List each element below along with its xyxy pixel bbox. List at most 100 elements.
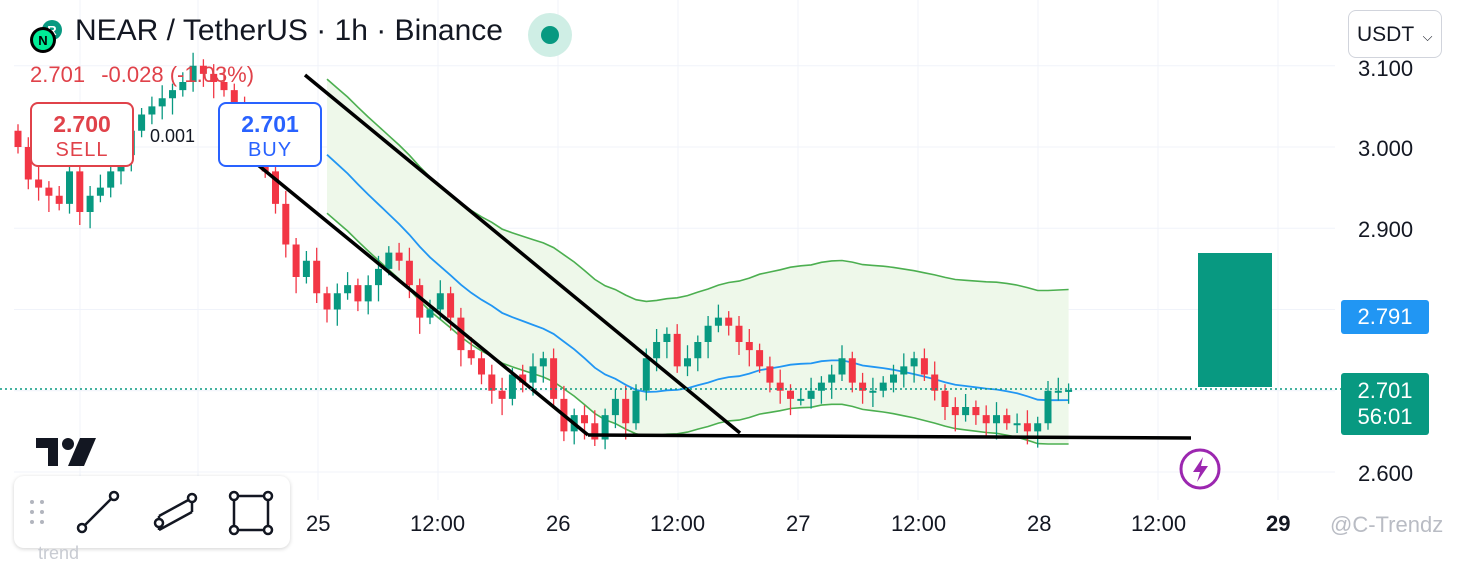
candle-body: [107, 171, 115, 188]
candle: [1044, 381, 1052, 430]
candle-body: [962, 407, 970, 416]
candle: [807, 377, 815, 409]
candle-body: [725, 317, 733, 326]
candle: [756, 343, 764, 373]
price-axis-label: 3.000: [1358, 136, 1414, 161]
candle-body: [1023, 423, 1031, 432]
candle: [962, 394, 970, 422]
last-price: 2.701: [30, 62, 86, 87]
sell-label: SELL: [55, 139, 109, 161]
candle: [931, 361, 939, 401]
candle: [488, 364, 496, 404]
candle-body: [436, 293, 444, 310]
candle-body: [35, 179, 43, 188]
candle: [539, 351, 547, 383]
candle-body: [714, 317, 722, 326]
candle: [148, 96, 156, 125]
trendline-tool-icon[interactable]: [76, 490, 120, 534]
candle-body: [282, 203, 290, 245]
price-axis-label: 2.600: [1358, 461, 1414, 486]
candle: [776, 369, 784, 404]
candle-body: [591, 423, 599, 440]
candle: [684, 345, 691, 377]
symbol-title[interactable]: NEAR / TetherUS · 1h · Binance: [75, 14, 503, 47]
candle-body: [45, 187, 53, 196]
candle-body: [642, 358, 650, 391]
last-price-tag-value: 2.701: [1357, 378, 1413, 403]
candle: [941, 384, 949, 420]
candle-body: [653, 342, 661, 359]
candle-body: [611, 398, 619, 416]
currency-value: USDT: [1357, 23, 1414, 46]
candle-body: [776, 382, 784, 391]
candle: [869, 377, 877, 407]
candle-body: [684, 358, 691, 367]
candle: [591, 410, 599, 446]
flash-icon[interactable]: [1179, 448, 1221, 490]
time-axis-label: 29: [1266, 511, 1291, 536]
time-axis-label: 12:00: [650, 511, 706, 536]
buy-button[interactable]: 2.701 BUY: [218, 102, 322, 167]
candle: [272, 161, 279, 214]
sell-button[interactable]: 2.700 SELL: [30, 102, 134, 167]
candle-body: [745, 342, 753, 351]
time-axis-label: 12:00: [1131, 511, 1187, 536]
candle-body: [375, 268, 382, 286]
candle: [498, 377, 506, 416]
candle: [158, 85, 166, 120]
candle-body: [302, 260, 310, 277]
time-axis-label: 25: [306, 511, 331, 536]
candle-body: [313, 260, 321, 294]
candle-body: [900, 366, 908, 375]
candle: [96, 174, 104, 203]
candle: [107, 164, 115, 198]
candle-body: [941, 390, 949, 407]
candle: [663, 327, 671, 359]
drag-handle-icon[interactable]: [30, 500, 44, 524]
candle-body: [1054, 390, 1062, 393]
candle-body: [869, 390, 877, 393]
candle: [972, 400, 980, 425]
candle-body: [24, 147, 32, 180]
market-open-dot-icon: [541, 26, 559, 44]
candle-body: [848, 358, 856, 383]
candle-body: [76, 171, 84, 212]
channel-lower-trendline: [256, 163, 590, 437]
candle: [66, 158, 73, 214]
candle: [694, 335, 702, 372]
last-price-tag: 2.701 56:01: [1341, 373, 1429, 435]
candle: [1013, 413, 1021, 433]
candle: [550, 348, 558, 406]
candle-body: [920, 358, 928, 375]
candle: [313, 247, 321, 303]
channel-tool-icon[interactable]: [153, 492, 198, 532]
candle-body: [519, 374, 527, 383]
candle: [179, 72, 187, 97]
candle-body: [96, 187, 104, 196]
candle: [725, 311, 733, 336]
candle-body: [632, 390, 640, 424]
bar-countdown: 56:01: [1357, 404, 1413, 429]
candle-body: [931, 374, 939, 391]
candle-body: [467, 350, 475, 359]
candle: [292, 238, 300, 294]
candle-body: [292, 244, 300, 277]
candle-body: [797, 398, 805, 401]
currency-select[interactable]: USDT ⌵: [1348, 10, 1442, 58]
candle: [920, 348, 928, 381]
candle-body: [14, 130, 22, 147]
candle-body: [828, 374, 836, 383]
candle-body: [817, 382, 825, 391]
middle-band-price-tag: 2.791: [1341, 300, 1429, 334]
candle-body: [272, 171, 279, 204]
candle-body: [230, 90, 238, 107]
candle: [519, 364, 527, 393]
channel-upper-trendline: [303, 73, 742, 435]
candle: [1034, 416, 1042, 448]
candle-body: [138, 114, 146, 131]
candle-body: [148, 106, 156, 115]
rectangle-tool-icon[interactable]: [228, 490, 274, 536]
candle: [210, 64, 218, 99]
